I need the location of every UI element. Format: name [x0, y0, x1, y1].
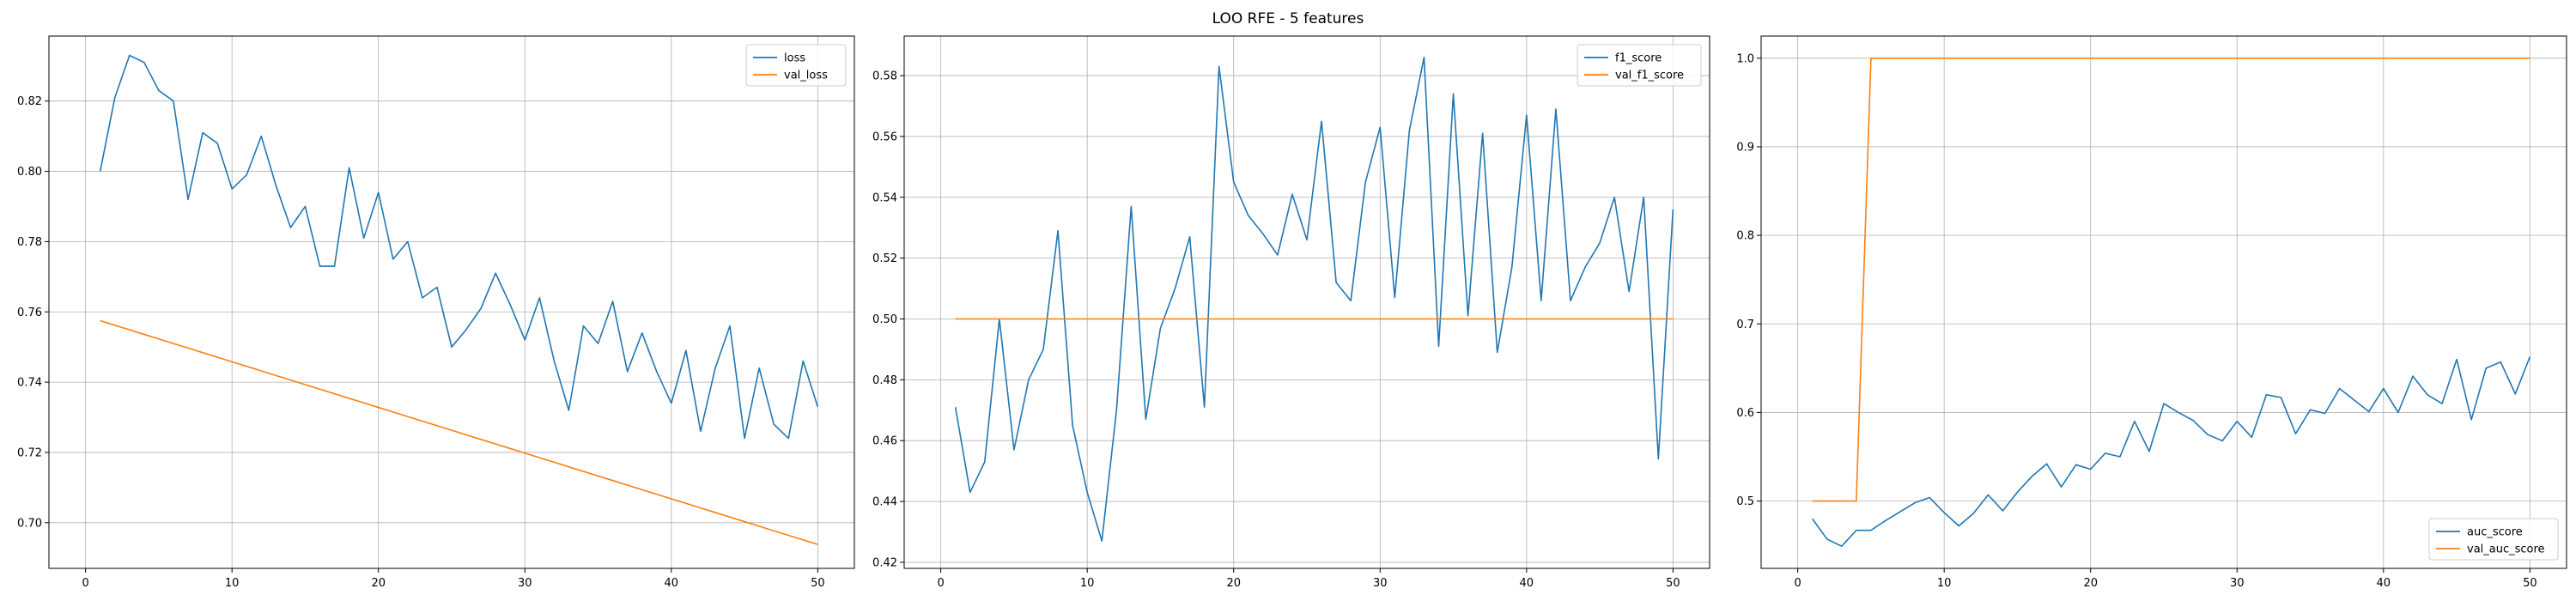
legend-box: [2428, 518, 2559, 561]
x-tick-label: 20: [2083, 577, 2098, 590]
grid: [49, 36, 854, 568]
axes-frame: [903, 35, 1710, 569]
grid: [1761, 36, 2567, 568]
x-tick-label: 50: [2523, 577, 2537, 590]
x-tick-label: 0: [82, 577, 88, 590]
y-tick-label: 0.52: [872, 252, 897, 265]
y-tick-label: 0.46: [872, 435, 897, 448]
y-tick-label: 0.5: [1736, 495, 1754, 508]
x-tick-label: 0: [937, 577, 944, 590]
legend-label: val_loss: [784, 70, 828, 82]
x-tick-label: 10: [1080, 577, 1095, 590]
y-tick-label: 0.7: [1736, 319, 1754, 331]
y-tick-label: 0.44: [872, 496, 897, 509]
figure-suptitle: LOO RFE - 5 features: [1212, 10, 1364, 27]
y-tick-label: 0.42: [872, 556, 897, 569]
y-tick-label: 0.82: [17, 95, 42, 108]
x-tick-label: 40: [1520, 577, 1534, 590]
tick-marks: [900, 75, 1674, 573]
tick-marks: [45, 100, 818, 573]
y-tick-label: 0.54: [872, 191, 897, 204]
series-group: [1812, 57, 2531, 548]
y-tick-label: 0.9: [1736, 141, 1754, 154]
series-line-loss: [99, 54, 819, 440]
legend: loss val_loss: [745, 44, 847, 87]
subplot-3: 0 10 20 30 40 50 0.5 0.6 0.7 0.8 0.9 1.0 auc_scoreva…: [1736, 35, 2567, 590]
y-tick-label: 0.56: [872, 131, 897, 143]
y-tick-label: 0.78: [17, 236, 42, 249]
subplot-2: 0 10 20 30 40 50 0.42 0.44 0.46 0.48 0.50 0.52 0.54 0…: [872, 35, 1710, 590]
y-tick-label: 0.50: [872, 313, 897, 326]
legend-label: val_f1_score: [1615, 70, 1684, 82]
y-tick-label: 0.70: [17, 517, 42, 530]
x-tick-label: 30: [1373, 577, 1388, 590]
legend-label: f1_score: [1615, 52, 1662, 65]
axes-frame: [48, 35, 855, 569]
series-line-auc-score: [1812, 356, 2531, 548]
x-tick-label: 30: [2230, 577, 2245, 590]
legend-label: loss: [784, 52, 805, 65]
x-tick-label: 20: [1226, 577, 1241, 590]
x-tick-label: 40: [665, 577, 679, 590]
x-tick-label: 20: [371, 577, 386, 590]
series-group: [954, 57, 1674, 542]
legend: f1_score val_f1_score: [1577, 44, 1702, 87]
tick-marks: [1757, 58, 2530, 573]
legend-label: auc_score: [2467, 526, 2523, 539]
subplot-1: 0 10 20 30 40 50 0.70 0.72 0.74 0.76 0.78 0.80 0.82 l…: [17, 35, 855, 590]
legend: auc_score val_auc_score: [2428, 518, 2559, 561]
x-tick-label: 10: [225, 577, 240, 590]
subplots: 0 10 20 30 40 500.700.720.740.760.780.800.82l…: [17, 35, 2567, 590]
x-tick-label: 10: [1937, 577, 1952, 590]
x-tick-label: 30: [518, 577, 532, 590]
y-tick-label: 0.58: [872, 70, 897, 83]
axes-frame: [1760, 35, 2567, 569]
legend-box: [1577, 44, 1702, 87]
legend-label: val_auc_score: [2467, 543, 2545, 556]
grid: [904, 36, 1710, 568]
y-tick-label: 0.48: [872, 374, 897, 387]
x-tick-label: 50: [1666, 577, 1680, 590]
y-tick-label: 0.74: [17, 377, 42, 390]
x-tick-label: 40: [2377, 577, 2391, 590]
x-tick-label: 50: [811, 577, 825, 590]
y-tick-label: 0.6: [1736, 407, 1754, 420]
series-line-val-auc-score: [1812, 57, 2530, 502]
legend-box: [745, 44, 847, 87]
y-tick-label: 0.80: [17, 166, 42, 179]
y-tick-label: 1.0: [1736, 52, 1754, 65]
x-tick-label: 0: [1794, 577, 1801, 590]
y-tick-label: 0.8: [1736, 230, 1754, 243]
y-tick-label: 0.76: [17, 307, 42, 319]
series-group: [99, 54, 819, 545]
series-line-f1-score: [954, 57, 1674, 542]
y-tick-label: 0.72: [17, 446, 42, 459]
series-line-val-loss: [100, 319, 818, 545]
